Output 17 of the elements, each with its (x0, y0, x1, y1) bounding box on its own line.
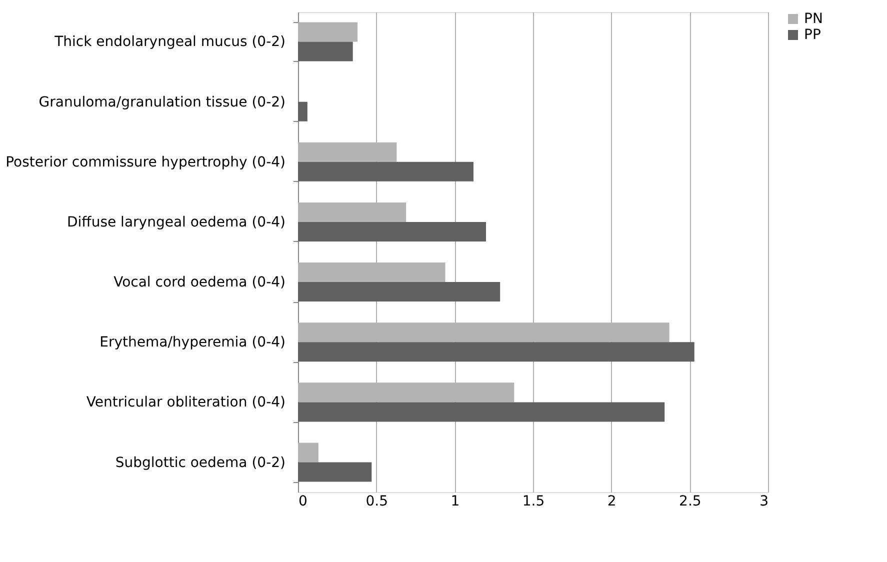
x-tick-label: 0 (298, 494, 308, 510)
x-tick-label: 0.5 (366, 494, 388, 510)
y-tick-label: Diffuse laryngeal oedema (0-4) (67, 214, 286, 230)
x-tick-label: 2 (607, 494, 616, 510)
y-tick-label: Subglottic oedema (0-2) (115, 454, 286, 471)
x-tick-label: 1 (450, 494, 460, 510)
y-tick-label: Vocal cord oedema (0-4) (114, 274, 286, 291)
y-tick-label: Ventricular obliteration (0-4) (86, 394, 286, 411)
y-tick-label: Posterior commissure hypertrophy (0-4) (6, 154, 286, 170)
y-tick-label: Granuloma/granulation tissue (0-2) (38, 94, 286, 110)
x-tick-label: 2.5 (679, 494, 702, 510)
legend-label: PP (804, 27, 821, 43)
legend-label: PN (804, 11, 823, 27)
x-tick-label: 3 (760, 494, 768, 510)
y-tick-label: Thick endolaryngeal mucus (0-2) (54, 34, 286, 50)
y-tick-label: Erythema/hyperemia (0-4) (100, 334, 286, 351)
x-tick-label: 1.5 (522, 494, 545, 510)
